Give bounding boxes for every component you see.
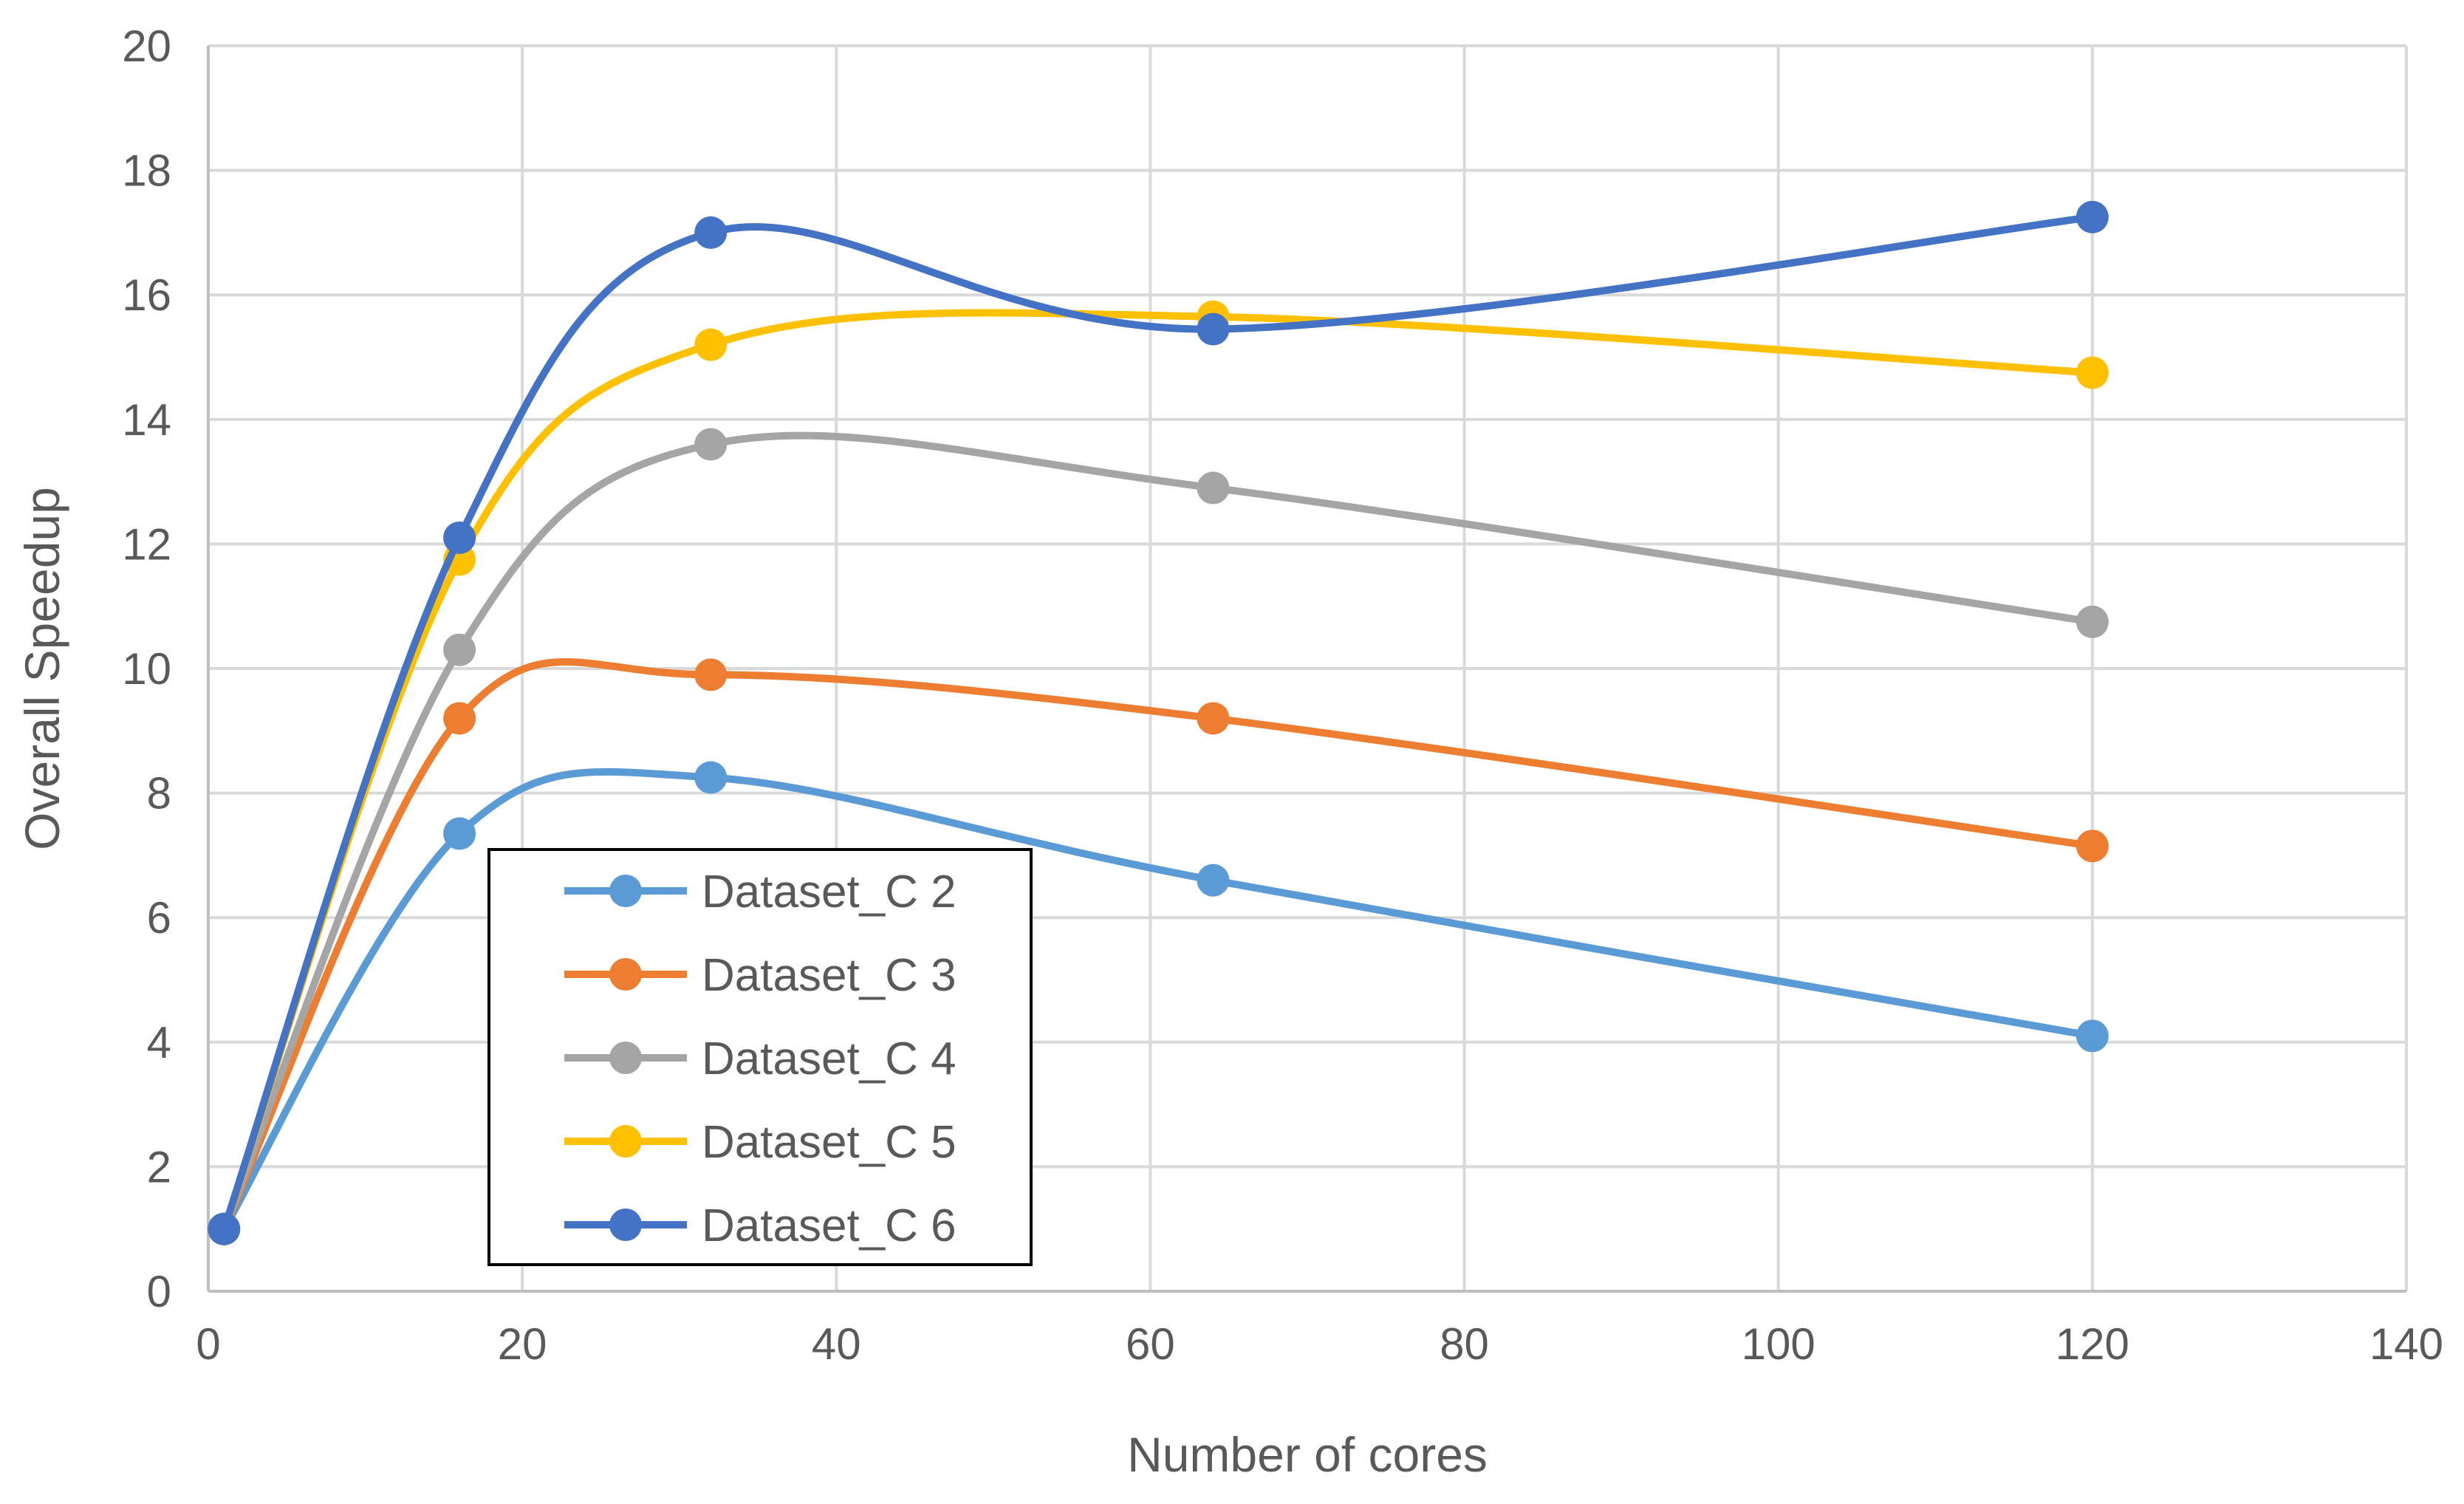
data-point bbox=[1197, 471, 1230, 505]
data-point bbox=[2075, 605, 2109, 638]
x-tick-label: 20 bbox=[498, 1319, 547, 1369]
series-line bbox=[220, 213, 2096, 1233]
data-point bbox=[694, 428, 728, 461]
legend-item: Dataset_C 4 bbox=[564, 1033, 956, 1084]
series-5 bbox=[208, 200, 2109, 1245]
legend-marker bbox=[609, 1125, 642, 1158]
x-tick-label: 60 bbox=[1126, 1319, 1175, 1369]
y-tick-label: 2 bbox=[147, 1142, 171, 1192]
data-point bbox=[443, 521, 476, 554]
data-point bbox=[694, 216, 728, 249]
x-tick-label: 100 bbox=[1742, 1319, 1816, 1369]
y-tick-label: 8 bbox=[147, 769, 171, 818]
legend-item: Dataset_C 2 bbox=[564, 866, 956, 917]
legend-marker bbox=[609, 1209, 642, 1241]
y-tick-label: 6 bbox=[147, 893, 171, 943]
data-point bbox=[1197, 702, 1230, 735]
legend: Dataset_C 2 Dataset_C 3 Dataset_C 4 Dataset… bbox=[487, 848, 1033, 1266]
data-point bbox=[694, 328, 728, 361]
data-point bbox=[208, 1212, 241, 1245]
data-point bbox=[2075, 200, 2109, 233]
legend-label: Dataset_C 4 bbox=[702, 1033, 956, 1084]
axes bbox=[207, 46, 2406, 1293]
y-tick-label: 12 bbox=[122, 519, 171, 569]
series-line bbox=[220, 768, 2096, 1233]
data-point bbox=[2075, 1019, 2109, 1053]
tick-labels: 0 2 4 6 8 10 12 14 16 18 20 0 20 40 60 80 100 120 140 bbox=[122, 21, 2443, 1369]
data-point bbox=[1197, 312, 1230, 346]
data-point bbox=[443, 702, 476, 735]
y-tick-label: 20 bbox=[122, 21, 171, 71]
x-tick-label: 140 bbox=[2369, 1319, 2443, 1369]
legend-item: Dataset_C 6 bbox=[564, 1200, 956, 1251]
legend-label: Dataset_C 6 bbox=[702, 1200, 956, 1251]
y-axis-title: Overall Speedup bbox=[15, 487, 69, 850]
y-tick-label: 18 bbox=[122, 146, 171, 196]
y-tick-label: 0 bbox=[147, 1267, 171, 1316]
legend-marker bbox=[609, 1042, 642, 1074]
x-axis-title: Number of cores bbox=[1127, 1427, 1488, 1482]
legend-label: Dataset_C 5 bbox=[702, 1117, 956, 1168]
data-point bbox=[2075, 830, 2109, 863]
x-tick-label: 120 bbox=[2056, 1319, 2129, 1369]
grid bbox=[208, 44, 2408, 1291]
data-point bbox=[2075, 356, 2109, 389]
series-line bbox=[220, 431, 2096, 1233]
x-tick-label: 0 bbox=[196, 1319, 220, 1369]
legend-marker bbox=[609, 875, 642, 907]
y-tick-label: 10 bbox=[122, 644, 171, 694]
data-point bbox=[694, 658, 728, 691]
data-point bbox=[1197, 864, 1230, 897]
data-point bbox=[443, 817, 476, 850]
x-tick-label: 40 bbox=[812, 1319, 861, 1369]
series bbox=[208, 200, 2109, 1245]
legend-item: Dataset_C 3 bbox=[564, 950, 956, 1001]
y-tick-label: 4 bbox=[147, 1018, 171, 1067]
legend-marker bbox=[609, 958, 642, 991]
data-point bbox=[694, 761, 728, 794]
data-point bbox=[443, 633, 476, 666]
series-1 bbox=[208, 761, 2109, 1245]
y-tick-label: 14 bbox=[122, 395, 171, 445]
legend-label: Dataset_C 3 bbox=[702, 950, 956, 1001]
legend-label: Dataset_C 2 bbox=[702, 866, 956, 917]
x-tick-label: 80 bbox=[1440, 1319, 1489, 1369]
series-line bbox=[220, 658, 2096, 1233]
legend-item: Dataset_C 5 bbox=[564, 1117, 956, 1168]
y-tick-label: 16 bbox=[122, 270, 171, 320]
